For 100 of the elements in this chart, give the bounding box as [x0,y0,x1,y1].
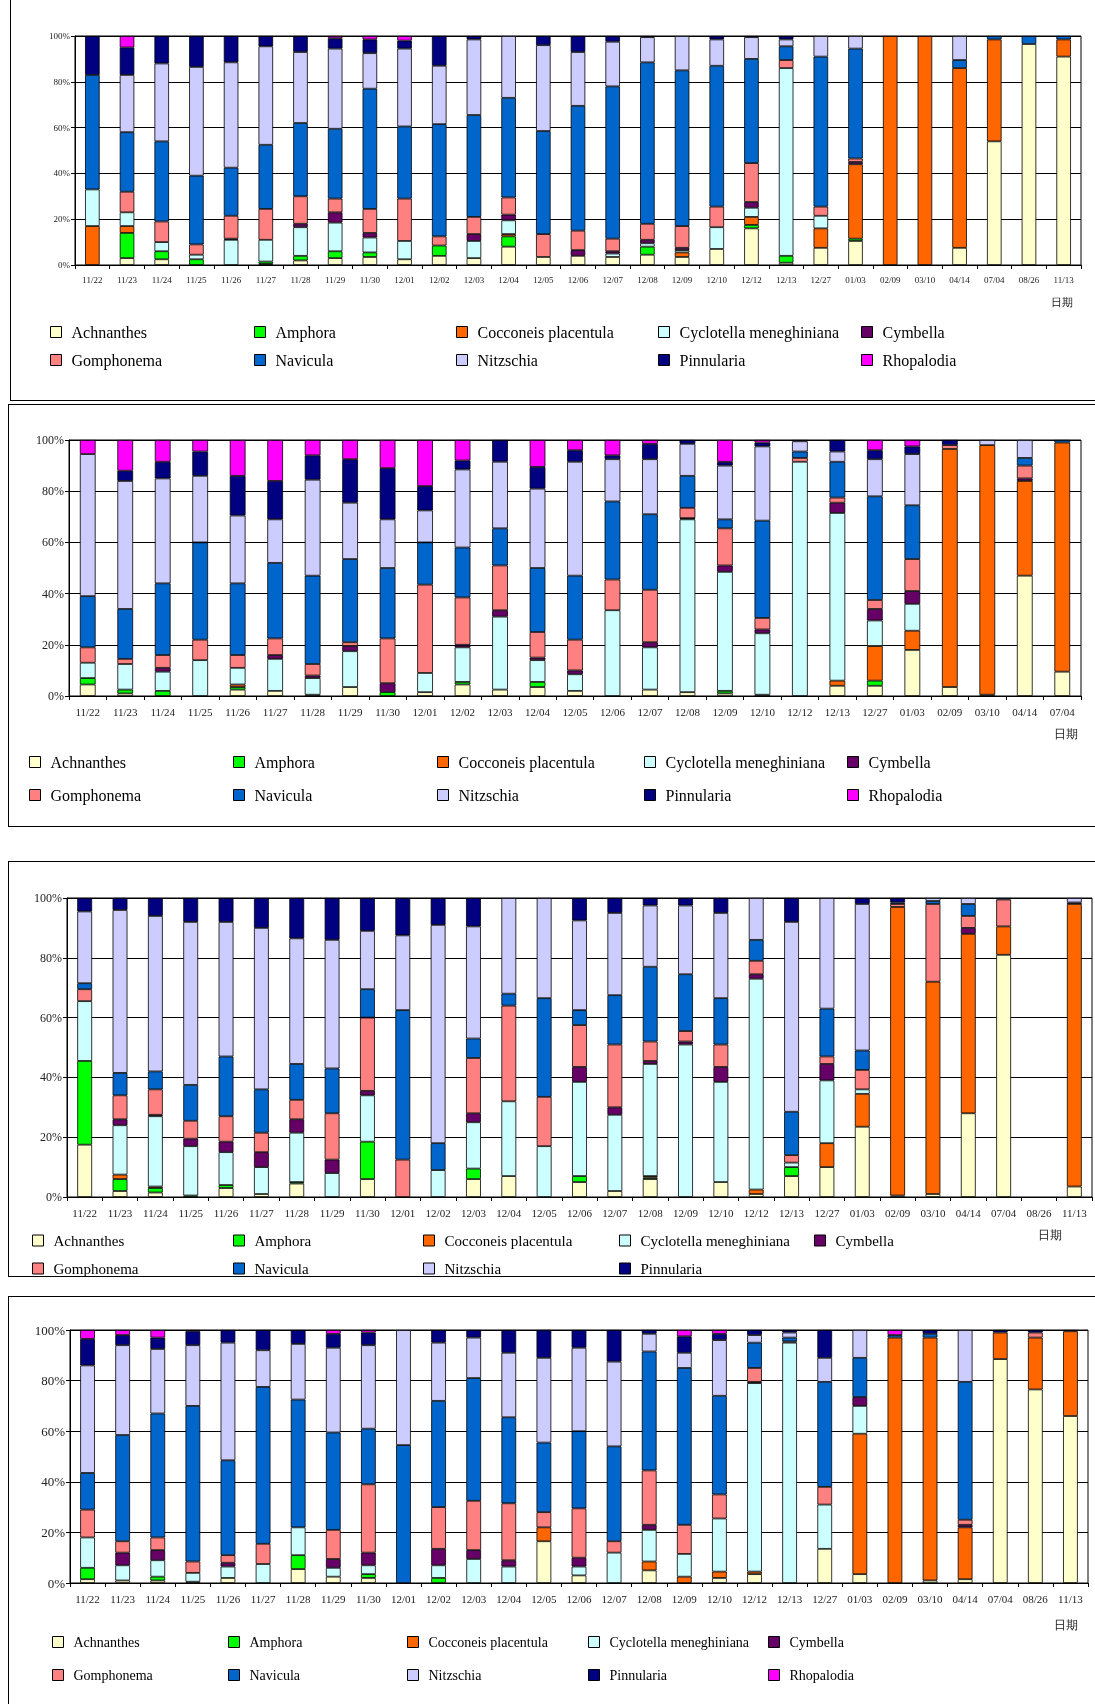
legend-label: Pinnularia [679,351,746,369]
x-tick-label: 12/12 [741,1592,768,1605]
x-tick-label: 12/05 [531,1592,557,1605]
y-tick-label: 60% [40,1010,62,1025]
x-tick-label: 03/10 [917,1592,944,1605]
y-tick-label: 60% [41,1423,66,1439]
x-tick-label: 03/10 [914,274,936,285]
x-tick-label: 12/06 [566,1206,593,1219]
x-tick-label: 08/26 [1018,274,1040,285]
x-tick-label: 11/23 [107,1206,133,1219]
x-tick-label: 12/01 [412,705,438,718]
x-tick-label: 12/27 [814,1206,840,1219]
x-tick-label: 11/22 [72,1206,97,1219]
y-tick-label: 60% [53,122,71,133]
legend-label: Rhopalodia [882,351,957,370]
x-tick-label: 04/14 [955,1206,982,1219]
x-tick-label: 07/04 [984,274,1006,285]
x-tick-label: 11/29 [320,1592,347,1605]
y-tick-label: 100% [49,31,71,41]
legend-label: Rhopalodia [868,786,943,805]
legend-label: Achnanthes [50,753,127,771]
x-tick-label: 12/13 [824,705,851,718]
legend-label: Cyclotella meneghiniana [665,753,825,772]
legend-label: Achnanthes [73,1634,140,1650]
x-tick-label: 11/29 [337,705,363,718]
x-tick-label: 11/22 [82,274,103,285]
x-tick-label: 03/10 [974,705,1001,718]
legend-label: Amphora [254,753,315,772]
x-tick-label: 12/06 [567,274,589,285]
x-tick-label: 11/29 [319,1206,345,1219]
x-axis-title: 日期 [1038,1228,1062,1242]
x-tick-label: 11/30 [356,1592,382,1605]
y-tick-label: 80% [42,484,64,499]
legend-label: Navicula [254,1260,309,1277]
x-tick-label: 11/29 [325,274,346,285]
x-tick-label: 12/12 [743,1206,769,1219]
x-tick-label: 12/04 [496,1592,522,1605]
y-tick-label: 40% [53,168,71,179]
legend-label: Gomphonema [73,1667,154,1683]
legend-label: Amphora [254,1232,312,1249]
y-tick-label: 100% [34,1322,66,1338]
x-tick-label: 12/02 [428,274,450,285]
x-tick-label: 11/24 [150,705,176,718]
x-tick-label: 12/08 [637,274,659,285]
legend-label: Gomphonema [50,786,142,805]
x-tick-label: 12/10 [706,274,728,285]
x-tick-label: 11/22 [75,1592,100,1605]
x-tick-label: 12/03 [463,274,485,285]
x-tick-label: 04/14 [952,1592,979,1605]
legend-label: Cymbella [868,753,931,772]
x-tick-label: 11/26 [225,705,251,718]
x-tick-label: 12/01 [390,1592,417,1605]
legend-label: Achnanthes [71,323,148,341]
x-tick-label: 12/02 [450,705,476,718]
bar [304,678,321,695]
x-tick-label: 11/25 [186,274,207,285]
legend-label: Rhopalodia [789,1667,855,1683]
x-tick-label: 11/28 [284,1206,310,1219]
x-tick-label: 12/07 [602,1206,628,1219]
x-tick-label: 04/14 [949,274,971,285]
legend-label: Cocconeis placentula [477,323,614,342]
y-tick-label: 0% [48,689,64,703]
x-tick-label: 12/05 [562,705,589,718]
legend-label: Gomphonema [71,351,163,370]
x-tick-label: 12/05 [531,1206,558,1219]
y-tick-label: 80% [40,950,62,965]
x-tick-label: 11/28 [300,705,326,718]
x-tick-label: 01/03 [845,274,867,285]
x-tick-label: 12/07 [637,705,663,718]
x-tick-label: 11/24 [145,1592,171,1605]
x-tick-label: 12/04 [498,274,520,285]
x-tick-label: 11/28 [285,1592,311,1605]
x-tick-label: 12/13 [779,1206,805,1219]
legend-label: Nitzschia [444,1260,502,1277]
legend-label: Nitzschia [428,1667,483,1683]
legend-label: Cocconeis placentula [458,753,595,772]
x-tick-label: 12/10 [708,1206,734,1219]
x-tick-label: 12/03 [460,1206,487,1219]
x-tick-label: 01/03 [899,705,926,718]
x-tick-label: 11/13 [1058,1592,1084,1605]
x-tick-label: 12/13 [775,274,797,285]
y-tick-label: 0% [47,1575,66,1591]
x-tick-label: 11/27 [249,1206,275,1219]
x-tick-label: 12/09 [671,274,693,285]
legend-label: Navicula [254,786,313,804]
legend-label: Gomphonema [53,1260,139,1277]
y-tick-label: 100% [34,891,62,905]
x-tick-label: 12/13 [777,1592,803,1605]
x-tick-label: 11/26 [215,1592,241,1605]
x-tick-label: 02/09 [879,274,901,285]
x-tick-label: 11/25 [178,1206,204,1219]
x-tick-label: 12/09 [671,1592,698,1605]
x-tick-label: 11/27 [250,1592,276,1605]
x-tick-label: 12/01 [390,1206,416,1219]
y-tick-label: 20% [42,637,64,652]
y-tick-label: 60% [42,535,64,550]
legend-label: Cocconeis placentula [444,1232,573,1249]
x-tick-label: 02/09 [882,1592,908,1605]
x-tick-label: 12/08 [637,1206,664,1219]
x-tick-label: 12/08 [636,1592,663,1605]
